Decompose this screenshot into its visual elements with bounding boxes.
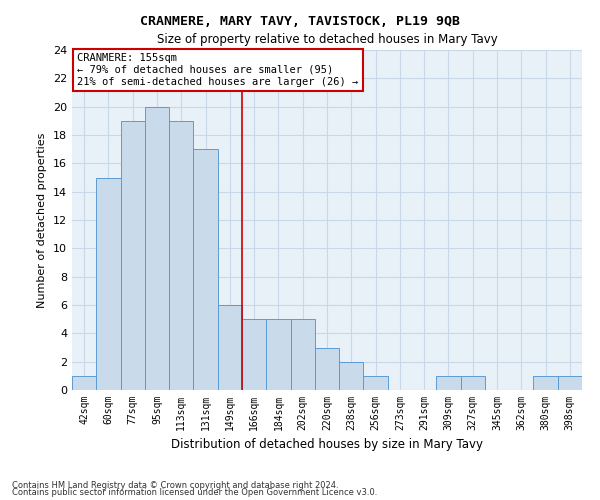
Bar	[315, 348, 339, 390]
Bar	[290, 319, 315, 390]
Bar	[121, 121, 145, 390]
Text: CRANMERE: 155sqm
← 79% of detached houses are smaller (95)
21% of semi-detached : CRANMERE: 155sqm ← 79% of detached house…	[77, 54, 358, 86]
Text: Contains public sector information licensed under the Open Government Licence v3: Contains public sector information licen…	[12, 488, 377, 497]
Bar	[533, 376, 558, 390]
Bar	[266, 319, 290, 390]
Bar	[558, 376, 582, 390]
Bar	[436, 376, 461, 390]
Bar	[242, 319, 266, 390]
Bar	[193, 149, 218, 390]
Bar	[96, 178, 121, 390]
Bar	[339, 362, 364, 390]
Title: Size of property relative to detached houses in Mary Tavy: Size of property relative to detached ho…	[157, 33, 497, 46]
Bar	[169, 121, 193, 390]
Y-axis label: Number of detached properties: Number of detached properties	[37, 132, 47, 308]
Bar	[145, 106, 169, 390]
Text: Contains HM Land Registry data © Crown copyright and database right 2024.: Contains HM Land Registry data © Crown c…	[12, 480, 338, 490]
Bar	[364, 376, 388, 390]
Text: CRANMERE, MARY TAVY, TAVISTOCK, PL19 9QB: CRANMERE, MARY TAVY, TAVISTOCK, PL19 9QB	[140, 15, 460, 28]
Bar	[461, 376, 485, 390]
Bar	[218, 305, 242, 390]
Bar	[72, 376, 96, 390]
X-axis label: Distribution of detached houses by size in Mary Tavy: Distribution of detached houses by size …	[171, 438, 483, 452]
